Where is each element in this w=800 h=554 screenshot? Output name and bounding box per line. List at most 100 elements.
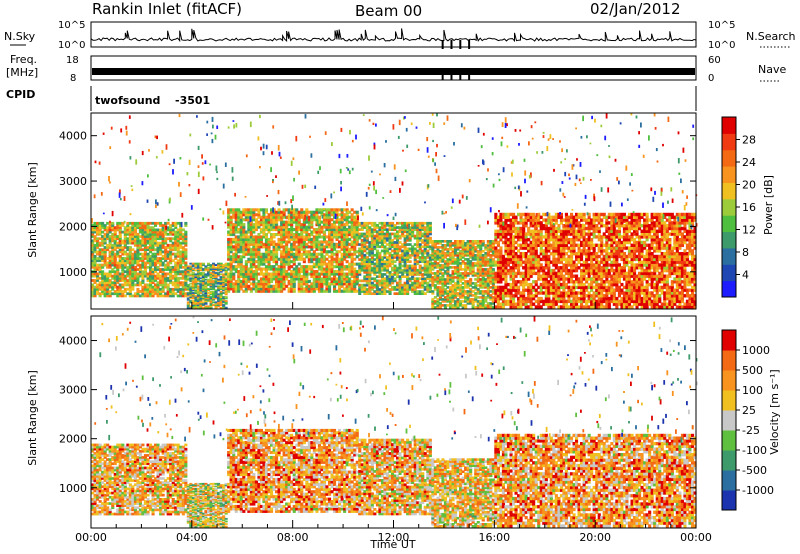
data-cell [201,306,205,309]
data-cell [128,254,132,258]
data-cell [169,246,173,249]
data-cell [118,294,122,298]
data-cell [93,261,97,265]
data-cell [224,282,228,285]
data-cell [186,301,190,304]
data-cell [199,282,203,285]
data-cell [176,279,180,282]
data-cell [184,235,188,238]
data-cell [199,273,203,276]
data-cell [171,228,175,232]
data-cell [123,279,127,282]
data-cell [207,278,211,281]
data-cell [141,276,145,280]
data-cell [270,265,274,269]
data-cell [219,296,223,298]
data-cell [254,274,258,278]
data-cell [101,272,105,276]
data-cell [222,274,226,277]
data-cell [232,240,236,244]
data-cell [247,210,251,214]
data-cell [91,257,95,260]
data-cell [209,298,213,301]
data-cell [174,252,178,256]
data-cell [93,268,97,271]
data-cell [262,230,266,234]
data-cell [98,263,102,267]
data-cell [176,281,180,285]
data-cell [141,270,145,274]
data-cell [270,277,274,281]
data-cell [247,257,251,261]
data-cell [96,276,100,280]
data-cell [113,248,117,252]
data-cell [264,289,268,293]
data-cell [229,250,233,254]
data-cell [108,265,112,269]
data-cell [257,237,261,241]
data-cell [138,272,142,276]
data-cell [91,287,95,291]
data-cell [224,277,228,280]
data-cell [133,261,137,265]
data-cell [128,261,132,265]
data-cell [194,300,198,302]
data-cell [184,279,188,282]
data-cell [116,274,120,278]
data-cell [229,265,233,269]
data-cell [184,287,188,291]
data-cell [103,274,107,278]
data-cell [242,242,246,246]
data-cell [267,225,271,229]
data-cell [179,292,183,296]
data-cell [176,265,180,269]
data-cell [171,265,175,269]
data-cell [196,272,200,274]
data-cell [204,284,208,286]
data-cell [242,250,246,254]
data-cell [116,221,120,225]
data-cell [201,286,205,289]
data-cell [146,272,150,276]
data-cell [204,274,208,277]
data-cell [227,277,231,281]
data-cell [106,226,110,230]
data-cell [149,292,153,296]
data-cell [181,237,185,241]
data-cell [138,281,142,285]
data-cell [232,252,236,256]
data-cell [191,304,195,306]
data-cell [123,226,127,230]
data-cell [128,283,132,287]
data-cell [257,242,261,246]
data-cell [212,304,216,306]
data-cell [161,246,165,249]
data-cell [91,228,95,232]
data-cell [229,220,233,224]
data-cell [259,289,263,293]
data-cell [141,259,145,263]
data-cell [249,287,253,291]
data-cell [252,208,256,212]
data-cell [146,246,150,249]
data-cell [161,279,165,282]
data-cell [239,213,243,217]
data-cell [101,241,105,245]
data-cell [237,262,241,266]
data-cell [196,305,200,308]
data-cell [159,294,163,298]
data-cell [224,270,228,273]
data-cell [247,235,251,239]
data-cell [247,220,251,224]
data-cell [149,261,153,265]
data-cell [179,290,183,293]
data-cell [91,232,95,236]
data-cell [171,270,175,274]
data-cell [154,221,158,225]
data-cell [171,276,175,280]
data-cell [212,288,216,290]
data-cell [141,228,145,232]
data-cell [219,270,223,273]
data-cell [143,265,147,269]
data-cell [267,215,271,219]
